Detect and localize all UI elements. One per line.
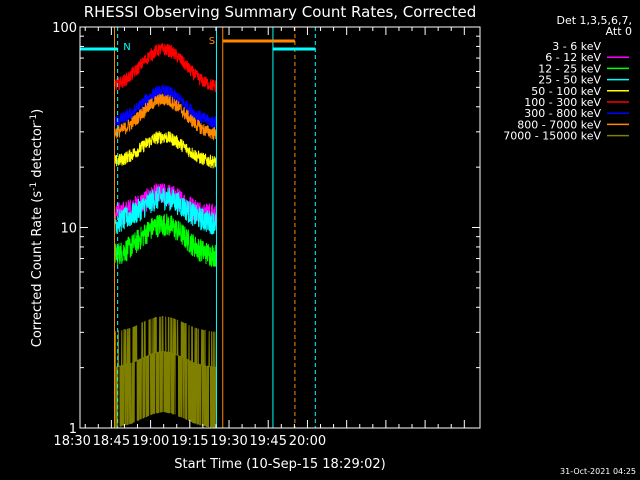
legend-label: 7000 - 15000 keV xyxy=(503,130,601,143)
series-line xyxy=(114,186,217,235)
timestamp: 31-Oct-2021 04:25 xyxy=(560,467,636,476)
axes: 18:30 18:45 19:00 19:15 19:30 19:45 20:00 1 10 10… xyxy=(52,21,481,449)
series-line xyxy=(114,130,217,169)
legend-label: 6 - 12 keV xyxy=(545,51,601,64)
x-tick-label: 19:30 xyxy=(210,434,247,449)
x-tick-label: 20:00 xyxy=(289,434,326,449)
x-axis-label: Start Time (10-Sep-15 18:29:02) xyxy=(174,457,385,472)
x-tick-label: 18:45 xyxy=(93,434,130,449)
y-axis-label: Corrected Count Rate (s-1 detector-1) xyxy=(29,109,45,347)
legend-title: Att 0 xyxy=(606,25,632,38)
series-line xyxy=(114,43,217,93)
x-tick-label: 19:00 xyxy=(132,434,169,449)
legend-label: 3 - 6 keV xyxy=(552,40,601,53)
legend-label: 25 - 50 keV xyxy=(538,74,601,87)
series-line xyxy=(114,213,217,268)
y-tick-label: 1 xyxy=(69,422,77,437)
series-line xyxy=(114,316,217,428)
chart-title: RHESSI Observing Summary Count Rates, Co… xyxy=(84,3,477,21)
x-tick-label: 19:45 xyxy=(250,434,287,449)
series-line xyxy=(114,93,217,141)
y-tick-label: 10 xyxy=(60,222,77,237)
legend-label: 50 - 100 keV xyxy=(531,85,601,98)
x-tick-label: 19:15 xyxy=(171,434,208,449)
legend-label: 100 - 300 keV xyxy=(524,96,601,109)
legend-label: 300 - 800 keV xyxy=(524,107,601,120)
legend-label: 800 - 7000 keV xyxy=(517,118,601,131)
flag-label: N xyxy=(123,42,130,53)
series-line xyxy=(114,76,217,98)
flag-label: S xyxy=(209,36,215,47)
y-tick-label: 100 xyxy=(52,21,77,36)
legend-title: Det 1,3,5,6,7, xyxy=(556,14,632,27)
legend-label: 12 - 25 keV xyxy=(538,62,601,75)
x-tick-label: 18:30 xyxy=(53,434,90,449)
